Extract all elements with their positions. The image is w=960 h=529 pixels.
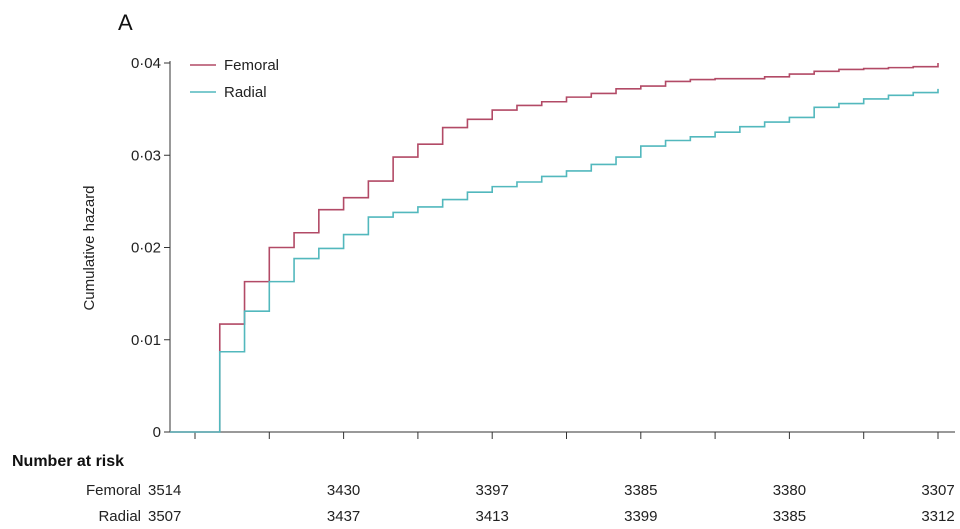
risk-value-radial: 3507 [148, 508, 181, 525]
axes [169, 61, 955, 433]
series-line-femoral [170, 63, 939, 433]
risk-value-radial: 3385 [773, 508, 806, 525]
risk-value-femoral: 3514 [148, 482, 181, 499]
risk-value-radial: 3413 [476, 508, 509, 525]
legend-radial-label: Radial [224, 84, 267, 101]
risk-values: 3514 3430 3397 3385 3380 3307 3507 3437 3413 3399… [148, 482, 955, 525]
risk-table-title: Number at risk [12, 453, 124, 470]
legend: Femoral Radial [190, 57, 279, 101]
risk-value-femoral: 3430 [327, 482, 360, 499]
y-tick-label: 0·03 [131, 147, 161, 164]
series-line-radial [170, 88, 939, 433]
y-tick-label: 0·04 [131, 55, 161, 72]
risk-row-label-radial: Radial [98, 508, 141, 525]
y-tick-label: 0·01 [131, 332, 161, 349]
number-at-risk-table: Number at risk Femoral Radial 3514 3430 33… [12, 453, 955, 525]
risk-value-radial: 3399 [624, 508, 657, 525]
y-ticks: 0 0·01 0·02 0·03 0·04 [131, 55, 170, 441]
y-tick-label: 0·02 [131, 240, 161, 257]
risk-value-radial: 3312 [921, 508, 954, 525]
panel-label: A [118, 10, 133, 35]
risk-value-femoral: 3380 [773, 482, 806, 499]
y-axis-label: Cumulative hazard [81, 185, 98, 310]
series-layer [170, 63, 939, 433]
risk-value-femoral: 3397 [476, 482, 509, 499]
risk-value-femoral: 3307 [921, 482, 954, 499]
x-ticks [194, 432, 939, 439]
legend-femoral-label: Femoral [224, 57, 279, 74]
risk-row-label-femoral: Femoral [86, 482, 141, 499]
risk-value-radial: 3437 [327, 508, 360, 525]
y-tick-label: 0 [153, 424, 161, 441]
risk-value-femoral: 3385 [624, 482, 657, 499]
